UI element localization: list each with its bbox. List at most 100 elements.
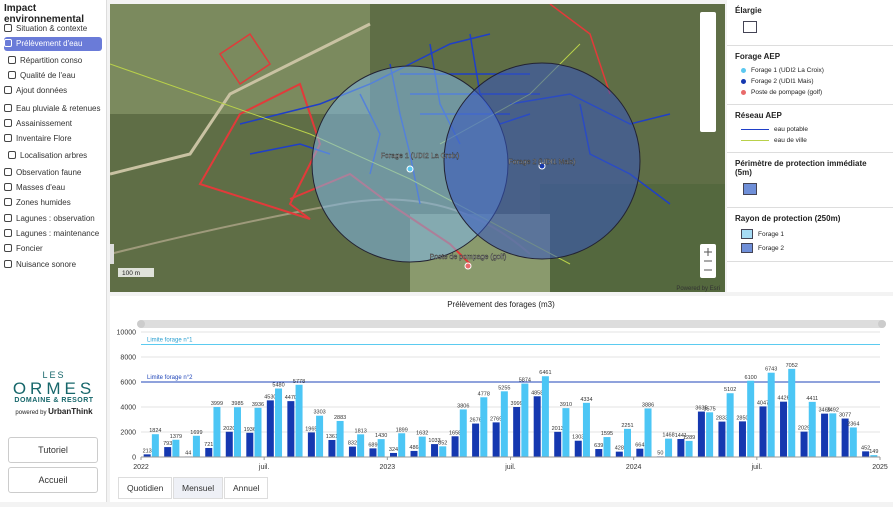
legend-label: Forage 2	[758, 244, 785, 252]
data-label: 1379	[170, 434, 182, 440]
x-tick-label: 2024	[626, 464, 642, 471]
menu-item[interactable]: Répartition conso	[8, 54, 106, 68]
menu-label: Nuisance sonore	[16, 260, 77, 269]
logo-line: ORMES	[12, 379, 96, 398]
bar	[410, 450, 418, 457]
app-title: Impact environnemental	[4, 3, 85, 25]
data-label: 689	[368, 442, 377, 448]
legend-item: eau de ville	[741, 137, 885, 144]
y-tick-label: 2000	[120, 430, 136, 437]
y-tick-label: 8000	[120, 355, 136, 362]
menu-item[interactable]: Nuisance sonore	[4, 258, 102, 272]
menu-label: Qualité de l'eau	[20, 71, 76, 80]
menu-label: Lagunes : maintenance	[16, 229, 100, 238]
powered: powered by	[15, 410, 47, 416]
reference-label: Limite forage n°1	[147, 338, 193, 344]
menu-item[interactable]: Masses d'eau	[4, 181, 102, 195]
menu-item[interactable]: Situation & contexte	[4, 22, 102, 36]
data-label: 3303	[313, 410, 325, 416]
menu-item[interactable]: Zones humides	[4, 196, 102, 210]
data-label: 3492	[827, 407, 839, 413]
sidebar: Impact environnemental Situation & conte…	[0, 0, 107, 502]
legend-item: eau potable	[741, 126, 885, 133]
bar	[513, 407, 521, 457]
legend-label: Forage 1	[758, 230, 785, 238]
menu-label: Assainissement	[16, 119, 73, 128]
menu-item[interactable]: Lagunes : observation	[4, 212, 102, 226]
legend-swatch	[741, 140, 769, 141]
bar	[357, 434, 365, 457]
brand: UrbanThink	[48, 407, 93, 416]
menu-icon	[4, 214, 12, 222]
home-button[interactable]: Accueil	[8, 467, 98, 493]
legend-heading: Rayon de protection (250m)	[735, 214, 841, 223]
x-tick-label: juil.	[504, 464, 516, 471]
map[interactable]: Forage 1 (UDI2 La Croix) Forage 2 (UDI1 …	[110, 4, 725, 292]
chart: Prélèvement des forages (m3) 0 2000 4000 60…	[117, 300, 888, 471]
menu-item[interactable]: Inventaire Flore	[4, 132, 102, 146]
data-label: 4858	[531, 390, 543, 396]
bar	[398, 433, 406, 457]
legend-swatch	[741, 243, 753, 253]
bar	[697, 411, 705, 457]
data-label: 5874	[519, 378, 531, 384]
legend-swatch	[741, 90, 746, 95]
bar	[624, 428, 632, 457]
bar	[554, 431, 562, 457]
bar	[266, 400, 274, 457]
menu-item[interactable]: Ajout données	[4, 84, 102, 98]
data-label: 639	[594, 443, 603, 449]
map-label: Forage 2 (UDI1 Mais)	[508, 159, 575, 166]
legend-item: Forage 2 (UDI1 Mais)	[741, 78, 885, 85]
data-label: 1361	[326, 434, 338, 440]
data-label: 2833	[716, 416, 728, 422]
legend-item: Poste de pompage (golf)	[741, 89, 885, 96]
bar	[451, 436, 459, 457]
data-label: 1936	[244, 427, 256, 433]
tab[interactable]: Annuel	[224, 477, 269, 499]
menu-icon	[8, 151, 16, 159]
data-label: 1303	[572, 435, 584, 441]
legend-heading: Élargie	[735, 6, 762, 15]
legend-section: Réseau AEP eau potable eau de ville	[727, 105, 893, 153]
menu-icon	[4, 229, 12, 237]
legend-panel: Élargie Forage AEP Forage 1 (UDI2 La Croix…	[727, 0, 893, 292]
bar	[780, 401, 788, 457]
map-toolbar[interactable]	[700, 12, 716, 278]
bar	[759, 406, 767, 457]
bar	[738, 421, 746, 457]
data-label: 1595	[601, 431, 613, 437]
bar	[492, 422, 500, 457]
map-scale: 100 m	[122, 270, 140, 277]
tab[interactable]: Mensuel	[173, 477, 224, 499]
menu-item[interactable]: Qualité de l'eau	[8, 69, 106, 83]
menu-item[interactable]: Eau pluviale & retenues	[4, 102, 102, 116]
menu-item[interactable]: Localisation arbres	[8, 149, 106, 163]
data-label: 3635	[695, 406, 707, 412]
menu-item[interactable]: Lagunes : maintenance	[4, 227, 102, 241]
scroll-bar[interactable]	[138, 320, 886, 328]
tutorial-button[interactable]: Tutoriel	[8, 437, 98, 463]
data-label: 3985	[231, 401, 243, 407]
bar	[336, 420, 344, 457]
legend-item: Forage 2	[741, 243, 885, 253]
bar	[685, 440, 693, 457]
bar	[205, 447, 213, 457]
bar	[533, 396, 541, 457]
bar	[418, 436, 426, 457]
menu-item[interactable]: Observation faune	[4, 166, 102, 180]
bar	[377, 439, 385, 457]
data-label: 2850	[736, 415, 748, 421]
menu-icon	[4, 183, 12, 191]
bar	[788, 368, 796, 457]
menu-item[interactable]: Foncier	[4, 242, 102, 256]
tab[interactable]: Quotidien	[118, 477, 173, 499]
bar	[192, 435, 200, 457]
map-attribution: Powered by Esri	[676, 286, 720, 292]
data-label: 4411	[806, 396, 818, 402]
data-label: 832	[348, 441, 357, 447]
menu-item[interactable]: Assainissement	[4, 117, 102, 131]
bar	[275, 388, 283, 457]
y-tick-label: 4000	[120, 405, 136, 412]
menu-item[interactable]: Prélèvement d'eau	[4, 37, 102, 51]
